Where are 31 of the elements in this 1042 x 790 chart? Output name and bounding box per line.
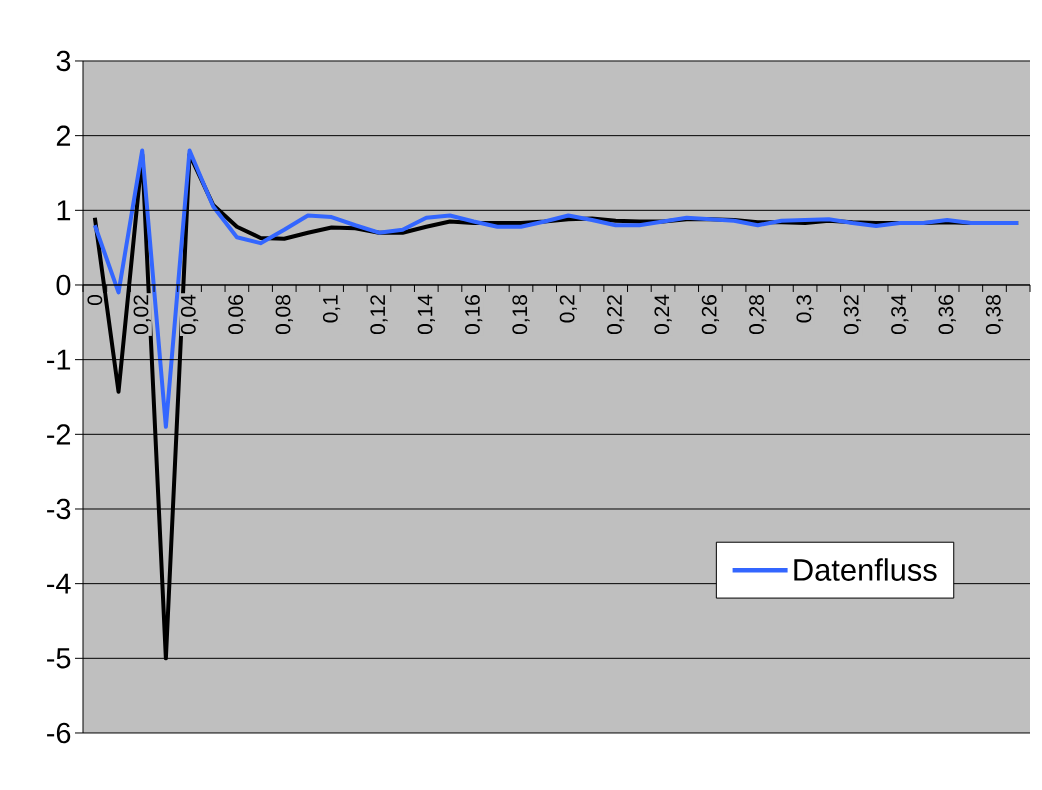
- x-tick-label: 0,3: [796, 295, 814, 323]
- x-tick-label: 0,18: [512, 295, 530, 335]
- x-tick-label: 0,32: [843, 295, 862, 335]
- x-tick-label: 0,2: [559, 295, 577, 323]
- y-tick-label: -2: [47, 424, 71, 445]
- x-tick-label: 0,28: [749, 295, 767, 335]
- x-tick-label: 0,02: [133, 295, 151, 335]
- x-tick-label: 0,34: [891, 294, 909, 335]
- x-tick-label: 0,24: [654, 294, 672, 335]
- y-tick-label: 3: [56, 50, 71, 72]
- y-tick-label: 1: [57, 200, 71, 221]
- x-tick-label: 0: [87, 295, 103, 305]
- x-tick-label: 0,36: [938, 295, 956, 335]
- y-tick-label: -6: [47, 722, 71, 744]
- y-tick-label: 0: [56, 274, 71, 296]
- x-tick-label: 0,14: [417, 294, 435, 335]
- y-tick-label: -1: [47, 349, 71, 370]
- x-tick-label: 0,22: [607, 295, 625, 335]
- y-tick-label: -5: [47, 648, 71, 669]
- y-tick-label: 2: [56, 125, 71, 146]
- x-tick-label: 0,04: [180, 294, 199, 335]
- x-tick-label: 0,06: [228, 295, 246, 335]
- x-tick-label: 0,26: [701, 295, 720, 335]
- x-tick-label: 0,38: [985, 295, 1004, 335]
- legend-label: Datenfluss: [794, 558, 937, 581]
- x-tick-label: 0,08: [275, 295, 293, 335]
- x-tick-label: 0,12: [370, 295, 388, 335]
- y-tick-label: -4: [47, 573, 71, 594]
- x-tick-label: 0,16: [465, 295, 483, 335]
- x-tick-label: 0,1: [322, 295, 341, 323]
- y-tick-label: -3: [47, 498, 71, 520]
